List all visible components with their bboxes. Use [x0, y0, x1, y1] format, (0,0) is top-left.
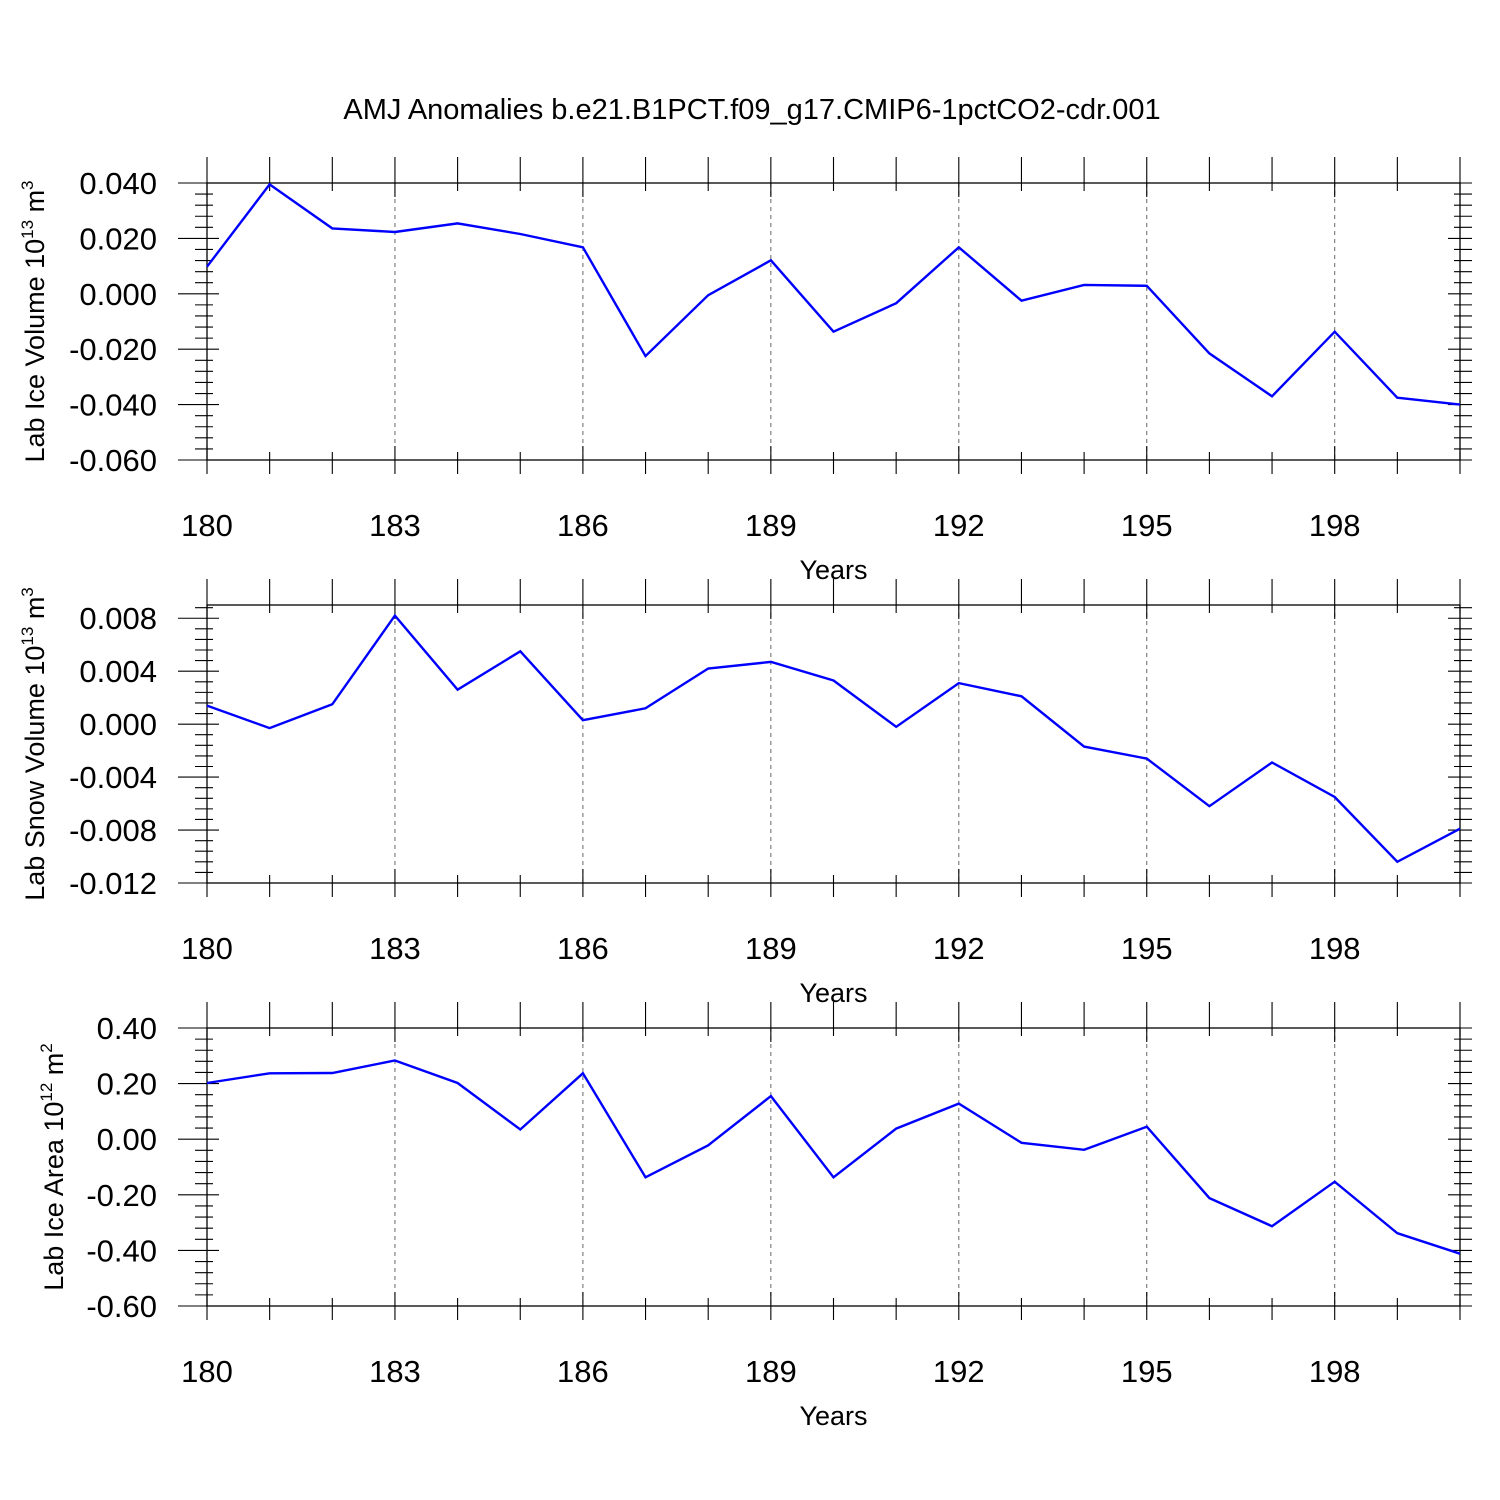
y-tick-label: 0.008 — [79, 601, 157, 636]
x-tick-label: 195 — [1121, 1354, 1173, 1389]
x-tick-label: 198 — [1309, 931, 1361, 966]
y-tick-label: 0.40 — [97, 1011, 157, 1046]
y-tick-label: -0.40 — [86, 1233, 157, 1268]
x-tick-label: 183 — [369, 508, 421, 543]
y-tick-label: 0.020 — [79, 221, 157, 256]
y-axis-label: Lab Snow Volume 1013 m3 — [18, 587, 50, 901]
x-tick-label: 189 — [745, 1354, 797, 1389]
y-tick-label: 0.20 — [97, 1067, 157, 1102]
series-line — [206, 182, 1461, 406]
y-tick-label: -0.020 — [69, 332, 157, 367]
x-tick-label: 192 — [933, 931, 985, 966]
y-axis-label: Lab Ice Volume 1013 m3 — [18, 180, 50, 462]
y-tick-label: 0.00 — [97, 1122, 157, 1157]
x-tick-label: 180 — [181, 1354, 233, 1389]
x-tick-label: 198 — [1309, 508, 1361, 543]
x-tick-label: 192 — [933, 1354, 985, 1389]
y-tick-label: -0.20 — [86, 1178, 157, 1213]
y-tick-label: -0.060 — [69, 443, 157, 478]
x-tick-label: 192 — [933, 508, 985, 543]
y-tick-label: 0.040 — [79, 166, 157, 201]
series-line — [206, 613, 1461, 864]
x-tick-label: 183 — [369, 1354, 421, 1389]
x-tick-label: 189 — [745, 508, 797, 543]
y-tick-label: -0.008 — [69, 813, 157, 848]
series-line — [206, 1059, 1461, 1255]
x-tick-label: 180 — [181, 508, 233, 543]
x-tick-label: 180 — [181, 931, 233, 966]
y-tick-label: -0.004 — [69, 760, 157, 795]
panel-2: 0.008 0.004 0.000 -0.004 -0.008 -0.012 180 183 1… — [18, 579, 1472, 1008]
y-axis-label: Lab Ice Area 1012 m2 — [37, 1043, 69, 1291]
x-tick-label: 183 — [369, 931, 421, 966]
panel-1: 0.040 0.020 0.000 -0.020 -0.040 -0.060 180 183 1… — [18, 157, 1472, 585]
x-tick-label: 186 — [557, 931, 609, 966]
x-tick-label: 195 — [1121, 931, 1173, 966]
x-tick-label: 186 — [557, 1354, 609, 1389]
panel-3: 0.40 0.20 0.00 -0.20 -0.40 -0.60 180 183 186 189 1… — [37, 1002, 1472, 1431]
y-tick-label: -0.012 — [69, 866, 157, 901]
y-tick-label: 0.004 — [79, 654, 157, 689]
x-tick-label: 186 — [557, 508, 609, 543]
x-tick-label: 198 — [1309, 1354, 1361, 1389]
chart-title: AMJ Anomalies b.e21.B1PCT.f09_g17.CMIP6-… — [343, 94, 1160, 126]
x-tick-label: 189 — [745, 931, 797, 966]
y-tick-label: 0.000 — [79, 277, 157, 312]
x-tick-label: 195 — [1121, 508, 1173, 543]
x-axis-label: Years — [799, 1401, 867, 1431]
y-tick-label: -0.60 — [86, 1289, 157, 1324]
y-tick-label: -0.040 — [69, 388, 157, 423]
y-tick-label: 0.000 — [79, 707, 157, 742]
panels: 0.040 0.020 0.000 -0.020 -0.040 -0.060 180 183 1… — [18, 157, 1472, 1431]
